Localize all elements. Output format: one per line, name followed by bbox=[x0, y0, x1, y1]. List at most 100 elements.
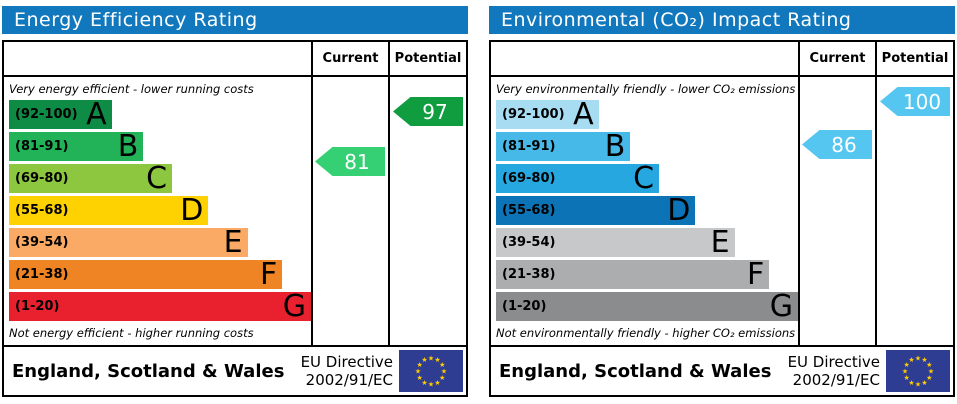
potential-column-header: Potential bbox=[388, 42, 466, 75]
band-range-label: (81-91) bbox=[502, 139, 556, 154]
svg-text:★: ★ bbox=[415, 368, 421, 376]
panel-title: Environmental (CO₂) Impact Rating bbox=[489, 6, 955, 34]
svg-text:★: ★ bbox=[421, 356, 427, 364]
potential-rating-arrow: 97 bbox=[393, 97, 463, 126]
rating-table: Current Potential Very energy efficient … bbox=[2, 40, 468, 397]
svg-text:★: ★ bbox=[428, 381, 434, 389]
band-row: (69-80) C bbox=[496, 160, 798, 196]
band-c: (69-80) C bbox=[496, 160, 660, 196]
svg-text:★: ★ bbox=[926, 361, 932, 369]
panel-title: Energy Efficiency Rating bbox=[2, 6, 468, 34]
band-range-label: (55-68) bbox=[502, 203, 556, 218]
band-letter: F bbox=[747, 256, 765, 292]
band-letter: B bbox=[604, 128, 626, 164]
current-column-header: Current bbox=[311, 42, 388, 75]
environmental-impact-panel: Environmental (CO₂) Impact Rating Curren… bbox=[489, 6, 955, 404]
band-range-label: (39-54) bbox=[15, 235, 69, 250]
top-caption: Very energy efficient - lower running co… bbox=[9, 82, 254, 96]
region-label: England, Scotland & Wales bbox=[499, 360, 772, 382]
band-range-label: (55-68) bbox=[15, 203, 69, 218]
band-d: (55-68) D bbox=[9, 195, 209, 225]
band-letter: B bbox=[117, 128, 139, 164]
svg-text:★: ★ bbox=[928, 368, 934, 376]
current-rating-arrow: 81 bbox=[315, 147, 385, 176]
potential-rating-value: 97 bbox=[422, 99, 448, 124]
svg-text:★: ★ bbox=[434, 379, 440, 387]
band-c: (69-80) C bbox=[9, 163, 173, 193]
band-b: (81-91) B bbox=[496, 128, 631, 164]
energy-efficiency-panel: Energy Efficiency Rating Current Potenti… bbox=[2, 6, 468, 404]
band-e: (39-54) E bbox=[496, 227, 735, 257]
band-range-label: (69-80) bbox=[502, 171, 556, 186]
band-row: (39-54) E bbox=[9, 224, 311, 260]
svg-text:★: ★ bbox=[915, 355, 921, 363]
column-header-row: Current Potential bbox=[491, 42, 953, 77]
band-f: (21-38) F bbox=[9, 259, 283, 289]
bottom-caption: Not environmentally friendly - higher CO… bbox=[496, 326, 796, 340]
svg-text:★: ★ bbox=[921, 356, 927, 364]
svg-text:★: ★ bbox=[434, 356, 440, 364]
band-letter: A bbox=[86, 96, 107, 132]
band-row: (39-54) E bbox=[496, 227, 798, 260]
svg-text:★: ★ bbox=[428, 355, 434, 363]
potential-column-header: Potential bbox=[875, 42, 953, 75]
bands-column: Very environmentally friendly - lower CO… bbox=[491, 77, 798, 345]
svg-text:★: ★ bbox=[904, 361, 910, 369]
column-header-row: Current Potential bbox=[4, 42, 466, 77]
band-letter: E bbox=[223, 224, 243, 260]
rating-bands: (92-100) A (81-91) B (69-80) C (55-68) D… bbox=[9, 96, 311, 324]
band-a: (92-100) A bbox=[9, 96, 112, 132]
potential-rating-value: 100 bbox=[902, 89, 942, 114]
band-row: (92-100) A bbox=[496, 99, 798, 132]
current-column: 86 bbox=[798, 77, 875, 345]
band-range-label: (81-91) bbox=[15, 139, 69, 154]
band-range-label: (21-38) bbox=[502, 267, 556, 282]
current-rating-value: 81 bbox=[344, 149, 370, 174]
bottom-caption: Not energy efficient - higher running co… bbox=[9, 326, 254, 340]
band-g: (1-20) G bbox=[9, 291, 311, 321]
band-row: (81-91) B bbox=[496, 128, 798, 164]
band-row: (92-100) A bbox=[9, 96, 311, 132]
empty-header-cell bbox=[491, 42, 798, 75]
bands-column: Very energy efficient - lower running co… bbox=[4, 77, 311, 345]
current-column: 81 bbox=[311, 77, 388, 345]
band-letter: D bbox=[667, 192, 691, 228]
band-d: (55-68) D bbox=[496, 192, 696, 228]
band-letter: C bbox=[633, 160, 655, 196]
band-row: (21-38) F bbox=[496, 256, 798, 292]
band-range-label: (92-100) bbox=[15, 107, 78, 122]
band-b: (81-91) B bbox=[9, 128, 144, 164]
table-footer: England, Scotland & Wales EU Directive 2… bbox=[491, 345, 953, 395]
svg-text:★: ★ bbox=[439, 361, 445, 369]
svg-text:★: ★ bbox=[441, 368, 447, 376]
top-caption: Very environmentally friendly - lower CO… bbox=[496, 82, 796, 96]
svg-text:★: ★ bbox=[439, 374, 445, 382]
band-range-label: (69-80) bbox=[15, 171, 69, 186]
potential-column: 100 bbox=[875, 77, 953, 345]
svg-text:★: ★ bbox=[421, 379, 427, 387]
svg-text:★: ★ bbox=[926, 374, 932, 382]
band-e: (39-54) E bbox=[9, 224, 248, 260]
svg-text:★: ★ bbox=[417, 361, 423, 369]
band-row: (69-80) C bbox=[9, 163, 311, 196]
band-row: (55-68) D bbox=[9, 195, 311, 228]
band-f: (21-38) F bbox=[496, 256, 770, 292]
current-rating-arrow: 86 bbox=[802, 130, 872, 159]
band-row: (1-20) G bbox=[9, 291, 311, 324]
potential-column: 97 bbox=[388, 77, 466, 345]
band-a: (92-100) A bbox=[496, 99, 599, 129]
rating-scale-row: Very energy efficient - lower running co… bbox=[4, 77, 466, 345]
band-row: (1-20) G bbox=[496, 291, 798, 324]
empty-header-cell bbox=[4, 42, 311, 75]
band-range-label: (39-54) bbox=[502, 235, 556, 250]
svg-text:★: ★ bbox=[902, 368, 908, 376]
region-label: England, Scotland & Wales bbox=[12, 360, 285, 382]
band-row: (55-68) D bbox=[496, 192, 798, 228]
band-row: (21-38) F bbox=[9, 259, 311, 292]
eu-directive-label: EU Directive 2002/91/EC bbox=[787, 353, 880, 389]
eu-flag-icon: ★ ★★ ★★★ ★★★ ★★★ bbox=[399, 350, 463, 392]
band-range-label: (21-38) bbox=[15, 267, 69, 282]
potential-rating-arrow: 100 bbox=[880, 87, 950, 116]
svg-text:★: ★ bbox=[417, 374, 423, 382]
